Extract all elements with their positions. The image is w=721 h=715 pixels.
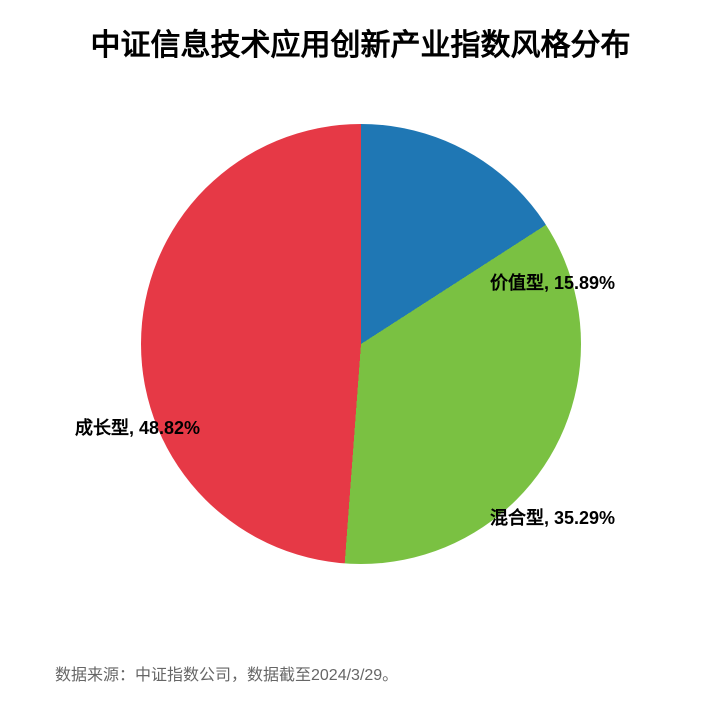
data-source-footnote: 数据来源：中证指数公司，数据截至2024/3/29。 <box>55 661 398 685</box>
slice-label-growth: 成长型, 48.82% <box>75 414 200 440</box>
slice-label-value: 价值型, 15.89% <box>490 269 615 295</box>
pie-chart <box>141 124 581 564</box>
pie-chart-container: 价值型, 15.89% 混合型, 35.29% 成长型, 48.82% <box>0 64 721 624</box>
chart-title: 中证信息技术应用创新产业指数风格分布 <box>0 0 721 64</box>
slice-label-mixed: 混合型, 35.29% <box>490 504 615 530</box>
